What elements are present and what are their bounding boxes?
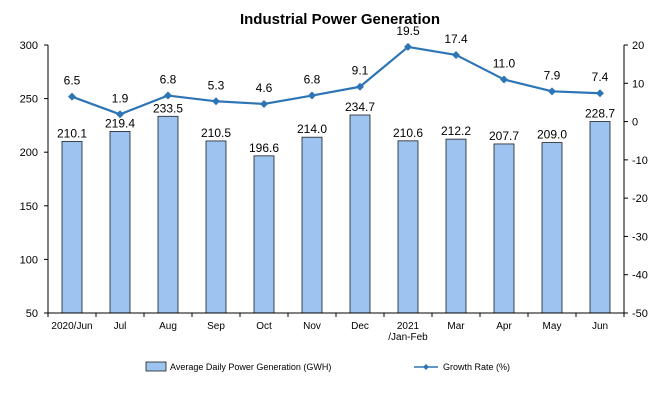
- growth-marker-1: [68, 92, 76, 101]
- growth-marker-8: [404, 42, 412, 51]
- growth-value-label: 19.5: [396, 24, 420, 38]
- growth-value-label: 4.6: [256, 81, 273, 95]
- bar-value-label: 210.6: [393, 126, 423, 140]
- bar-value-label: 207.7: [489, 129, 519, 143]
- x-tick-label: Jun: [592, 321, 608, 332]
- legend-line-label: Growth Rate (%): [443, 362, 510, 372]
- bar-value-label: 209.0: [537, 128, 567, 142]
- right-tick-label: 0: [632, 117, 638, 129]
- growth-marker-2: [116, 110, 124, 119]
- growth-value-label: 6.5: [64, 74, 81, 88]
- bar-value-label: 234.7: [345, 100, 375, 114]
- bar-6: [301, 136, 323, 314]
- x-tick-label: 2020/Jun: [51, 321, 92, 332]
- growth-value-label: 9.1: [352, 64, 369, 78]
- growth-marker-3: [164, 91, 172, 100]
- x-tick-label: /Jan-Feb: [388, 332, 428, 343]
- right-tick-label: -40: [632, 270, 648, 282]
- bar-1: [61, 140, 83, 314]
- right-tick-label: 20: [632, 40, 644, 52]
- x-tick-label: Nov: [303, 321, 321, 332]
- right-tick-label: -10: [632, 155, 648, 167]
- growth-marker-11: [548, 87, 556, 96]
- growth-line: [71, 45, 601, 116]
- bar-value-label: 210.5: [201, 126, 231, 140]
- bar-value-label: 233.5: [153, 101, 183, 115]
- growth-value-label: 1.9: [112, 91, 129, 105]
- bar-5: [253, 155, 275, 314]
- bar-3: [157, 115, 179, 314]
- growth-value-label: 7.9: [544, 68, 561, 82]
- right-tick-label: -20: [632, 193, 648, 205]
- x-tick-label: May: [543, 321, 562, 332]
- legend-bar-swatch: [145, 361, 167, 372]
- x-tick-label: Apr: [496, 321, 512, 332]
- line-series: [68, 42, 604, 119]
- growth-value-label: 6.8: [304, 73, 321, 87]
- bar-4: [205, 140, 227, 314]
- growth-value-label: 7.4: [592, 70, 609, 84]
- x-tick-label: Jul: [114, 321, 127, 332]
- bar-12: [589, 121, 611, 314]
- x-tick-label: 2021: [397, 321, 420, 332]
- left-tick-label: 250: [20, 94, 38, 106]
- bar-8: [397, 140, 419, 314]
- growth-marker-12: [596, 89, 604, 98]
- growth-value-label: 5.3: [208, 78, 225, 92]
- growth-marker-5: [260, 99, 268, 108]
- chart-title: Industrial Power Generation: [240, 11, 440, 28]
- bar-11: [541, 142, 563, 314]
- left-tick-label: 50: [26, 308, 38, 320]
- growth-marker-4: [212, 97, 220, 106]
- legend-line-marker: [423, 364, 429, 370]
- bar-7: [349, 114, 371, 314]
- bar-9: [445, 138, 467, 314]
- bar-value-label: 228.7: [585, 106, 615, 120]
- bar-2: [109, 131, 131, 314]
- x-tick-label: Aug: [159, 321, 177, 332]
- left-tick-label: 100: [20, 254, 38, 266]
- growth-value-label: 11.0: [493, 56, 516, 70]
- right-tick-label: 10: [632, 78, 644, 90]
- growth-marker-6: [308, 91, 316, 100]
- x-tick-label: Oct: [256, 321, 272, 332]
- x-tick-label: Dec: [351, 321, 369, 332]
- axes: 50 100 150 200 250 300 -50 -40 -30 -20 -10 0 10 20 202…: [20, 40, 648, 343]
- growth-marker-9: [452, 50, 460, 59]
- bar-series: [61, 114, 611, 314]
- growth-marker-7: [356, 82, 364, 91]
- x-tick-label: Sep: [207, 321, 225, 332]
- bar-value-label: 196.6: [249, 141, 279, 155]
- data-labels: 210.1 219.4 233.5 210.5 196.6 214.0 234.7 210.6…: [57, 24, 615, 155]
- left-tick-label: 300: [20, 40, 38, 52]
- bar-value-label: 210.1: [57, 126, 87, 140]
- bar-value-label: 212.2: [441, 124, 471, 138]
- bar-value-label: 214.0: [297, 122, 327, 136]
- bar-value-label: 219.4: [105, 116, 135, 130]
- right-tick-label: -30: [632, 231, 648, 243]
- bar-10: [493, 143, 515, 314]
- x-tick-label: Mar: [447, 321, 465, 332]
- growth-marker-10: [500, 75, 508, 84]
- growth-value-label: 6.8: [160, 73, 177, 87]
- growth-value-label: 17.4: [444, 32, 468, 46]
- legend-bar-label: Average Daily Power Generation (GWH): [170, 362, 331, 372]
- right-tick-label: -50: [632, 308, 648, 320]
- legend: Average Daily Power Generation (GWH) Grow…: [145, 361, 510, 372]
- left-tick-label: 150: [20, 201, 38, 213]
- left-tick-label: 200: [20, 147, 38, 159]
